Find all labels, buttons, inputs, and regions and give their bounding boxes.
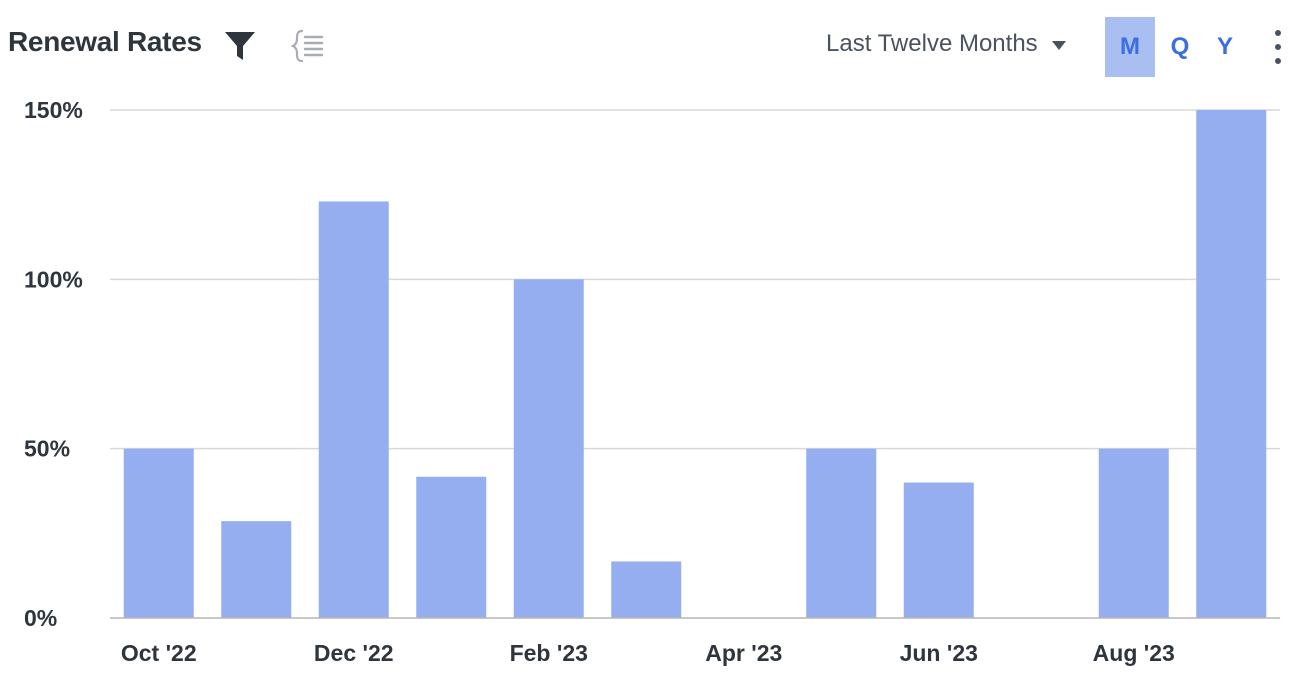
bar — [903, 482, 974, 618]
bar — [123, 448, 194, 618]
bar — [318, 201, 389, 618]
date-range-dropdown[interactable]: Last Twelve Months — [826, 30, 1066, 58]
bar — [611, 561, 682, 618]
bar — [513, 279, 584, 618]
x-tick-label: Apr '23 — [705, 640, 782, 666]
period-button-year[interactable]: Y — [1216, 33, 1233, 60]
x-tick-label: Oct '22 — [121, 640, 197, 666]
y-tick-label: 150% — [24, 97, 83, 123]
more-options-icon[interactable] — [1266, 30, 1290, 64]
x-tick-label: Aug '23 — [1093, 640, 1175, 666]
bar — [1098, 448, 1169, 618]
y-tick-label: 0% — [24, 605, 57, 631]
filter-icon[interactable] — [222, 28, 258, 64]
bar — [1196, 110, 1267, 618]
y-tick-label: 50% — [24, 436, 70, 462]
y-tick-label: 100% — [24, 266, 83, 292]
bar — [221, 521, 292, 618]
x-tick-label: Feb '23 — [510, 640, 588, 666]
x-tick-label: Jun '23 — [900, 640, 978, 666]
date-range-label: Last Twelve Months — [826, 30, 1038, 57]
bar — [806, 448, 877, 618]
widget-title: Renewal Rates — [8, 26, 202, 57]
bar — [416, 476, 487, 618]
legend-toggle-icon[interactable] — [288, 26, 328, 66]
period-button-month[interactable]: M — [1105, 17, 1155, 77]
caret-down-icon — [1051, 40, 1066, 50]
x-tick-label: Dec '22 — [314, 640, 394, 666]
period-button-quarter[interactable]: Q — [1170, 33, 1190, 60]
